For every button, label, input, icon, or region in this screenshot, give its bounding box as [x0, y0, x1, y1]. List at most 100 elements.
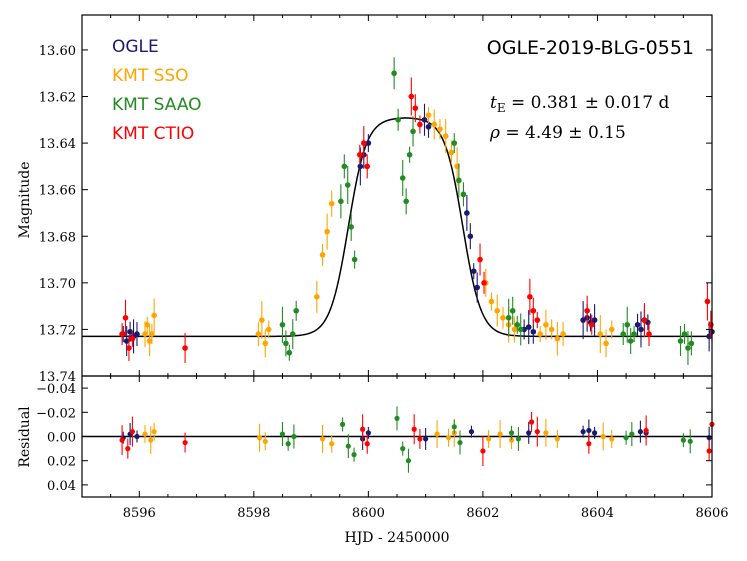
residual-tick-label: 0.02: [47, 455, 76, 470]
kmt-ctio-residual-point: [182, 439, 188, 446]
kmt-ctio-point: [646, 331, 652, 337]
kmt-sso-point: [144, 321, 151, 328]
kmt-saao-point: [351, 256, 358, 263]
kmt-ctio-point: [588, 321, 595, 328]
kmt-saao-residual-point: [405, 458, 412, 464]
kmt-ctio-residual-point: [534, 429, 540, 435]
rho-annotation: ρ = 4.49 ± 0.15: [489, 123, 626, 143]
kmt-ctio-residual-point: [125, 446, 131, 452]
kmt-saao-residual-point: [508, 430, 515, 436]
kmt-saao-point: [505, 314, 512, 321]
kmt-saao-residual-point: [400, 446, 406, 452]
kmt-ctio-residual-point: [129, 429, 135, 435]
kmt-ctio-point: [417, 121, 423, 128]
kmt-ctio-point: [129, 335, 136, 342]
kmt-sso-point: [437, 126, 443, 132]
kmt-ctio-point: [360, 140, 367, 146]
kmt-sso-residual-point: [508, 437, 515, 443]
kmt-sso-residual-point: [554, 436, 560, 442]
y-tick-label: 13.70: [39, 277, 76, 292]
ogle-residual-point: [526, 430, 532, 436]
kmt-sso-point: [511, 326, 518, 333]
kmt-ctio-residual-point: [586, 441, 592, 447]
ogle-point: [464, 210, 470, 216]
kmt-ctio-point: [534, 317, 541, 323]
kmt-saao-point: [681, 331, 688, 337]
kmt-saao-point: [451, 140, 458, 146]
kmt-saao-point: [289, 331, 296, 337]
top-panel-data: [82, 57, 715, 366]
residual-tick-label: −0.02: [36, 406, 76, 421]
ogle-point: [638, 326, 644, 333]
kmt-sso-point: [255, 331, 262, 337]
legend-kmt-sso: KMT SSO: [112, 66, 189, 86]
kmt-saao-point: [348, 224, 354, 230]
model-curve: [82, 117, 712, 338]
y-tick-label: 13.72: [39, 323, 76, 338]
kmt-saao-residual-point: [623, 435, 629, 441]
ogle-residual-point: [637, 429, 644, 435]
kmt-ctio-point: [708, 321, 714, 328]
legend-kmt-saao: KMT SAAO: [112, 95, 202, 115]
rho-value: = 4.49 ± 0.15: [500, 123, 626, 143]
kmt-sso-residual-point: [609, 436, 615, 442]
residual-tick-label: 0.04: [47, 479, 76, 494]
x-tick-label: 8600: [352, 506, 385, 521]
kmt-saao-residual-point: [457, 439, 463, 446]
ogle-point: [525, 324, 532, 330]
kmt-ctio-residual-point: [417, 436, 423, 442]
kmt-ctio-residual-point: [706, 448, 712, 454]
x-tick-label: 8606: [695, 506, 728, 521]
kmt-ctio-residual-point: [411, 426, 417, 432]
x-axis-title: HJD - 2450000: [344, 530, 449, 546]
kmt-sso-point: [149, 331, 155, 337]
kmt-saao-residual-point: [687, 438, 693, 444]
kmt-sso-point: [548, 326, 555, 333]
kmt-saao-residual-point: [339, 421, 346, 427]
kmt-sso-point: [262, 340, 269, 347]
rho-symbol: ρ: [489, 123, 500, 143]
kmt-saao-point: [338, 198, 344, 205]
kmt-saao-point: [509, 307, 516, 314]
kmt-sso-point: [537, 331, 543, 337]
chart-title: OGLE-2019-BLG-0551: [487, 37, 694, 59]
kmt-ctio-point: [408, 93, 415, 100]
ogle-residual-point: [580, 429, 586, 435]
kmt-saao-point: [403, 198, 409, 205]
kmt-sso-point: [151, 312, 157, 319]
kmt-sso-point: [500, 314, 506, 321]
kmt-saao-point: [399, 175, 406, 181]
y-tick-label: 13.62: [39, 91, 76, 106]
kmt-sso-point: [560, 331, 566, 337]
residual-axis-title: Residual: [17, 406, 33, 468]
kmt-ctio-residual-point: [360, 426, 366, 432]
residual-tick-label: −0.04: [36, 382, 76, 397]
kmt-saao-residual-point: [279, 431, 286, 437]
kmt-sso-residual-point: [256, 435, 263, 441]
residual-tick-label: 0.00: [47, 431, 76, 446]
te-subscript: E: [497, 101, 506, 115]
kmt-sso-residual-point: [142, 431, 148, 437]
kmt-saao-residual-point: [345, 443, 351, 449]
kmt-sso-residual-point: [151, 429, 157, 435]
kmt-saao-residual-point: [629, 431, 635, 437]
ogle-point: [425, 123, 432, 130]
kmt-ctio-point: [412, 105, 419, 111]
kmt-saao-point: [344, 182, 351, 188]
kmt-saao-point: [279, 321, 286, 328]
legend-ogle: OGLE: [112, 37, 159, 57]
kmt-saao-point: [406, 151, 413, 158]
kmt-saao-point: [624, 321, 631, 328]
ogle-residual-point: [134, 433, 140, 440]
kmt-sso-point: [554, 335, 561, 342]
kmt-sso-point: [324, 228, 330, 235]
y-tick-label: 13.64: [39, 137, 76, 152]
ogle-point: [470, 268, 477, 274]
ogle-point: [634, 321, 641, 328]
ogle-point: [591, 317, 598, 323]
kmt-sso-point: [494, 307, 501, 314]
ogle-point: [127, 328, 133, 335]
kmt-saao-residual-point: [351, 452, 357, 458]
ogle-residual-point: [423, 436, 429, 442]
kmt-sso-residual-point: [148, 437, 154, 443]
